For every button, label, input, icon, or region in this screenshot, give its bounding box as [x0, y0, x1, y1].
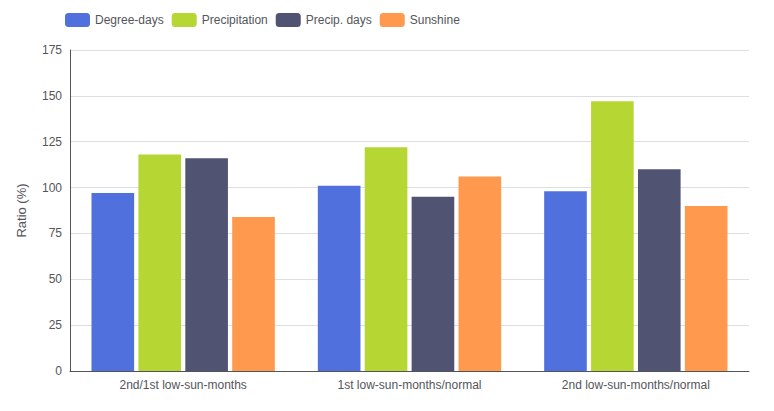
svg-text:25: 25	[49, 318, 63, 332]
svg-text:2nd/1st low-sun-months: 2nd/1st low-sun-months	[119, 378, 246, 392]
svg-text:Sunshine: Sunshine	[410, 13, 460, 27]
svg-text:Precip. days: Precip. days	[306, 13, 372, 27]
svg-text:75: 75	[49, 226, 63, 240]
svg-text:50: 50	[49, 272, 63, 286]
svg-text:1st low-sun-months/normal: 1st low-sun-months/normal	[337, 378, 481, 392]
svg-text:Degree-days: Degree-days	[95, 13, 164, 27]
svg-text:150: 150	[42, 89, 62, 103]
svg-text:Ratio (%): Ratio (%)	[14, 183, 29, 237]
svg-text:125: 125	[42, 135, 62, 149]
svg-text:100: 100	[42, 181, 62, 195]
svg-text:0: 0	[55, 364, 62, 378]
svg-text:175: 175	[42, 43, 62, 57]
svg-text:Precipitation: Precipitation	[202, 13, 268, 27]
svg-text:2nd low-sun-months/normal: 2nd low-sun-months/normal	[562, 378, 710, 392]
